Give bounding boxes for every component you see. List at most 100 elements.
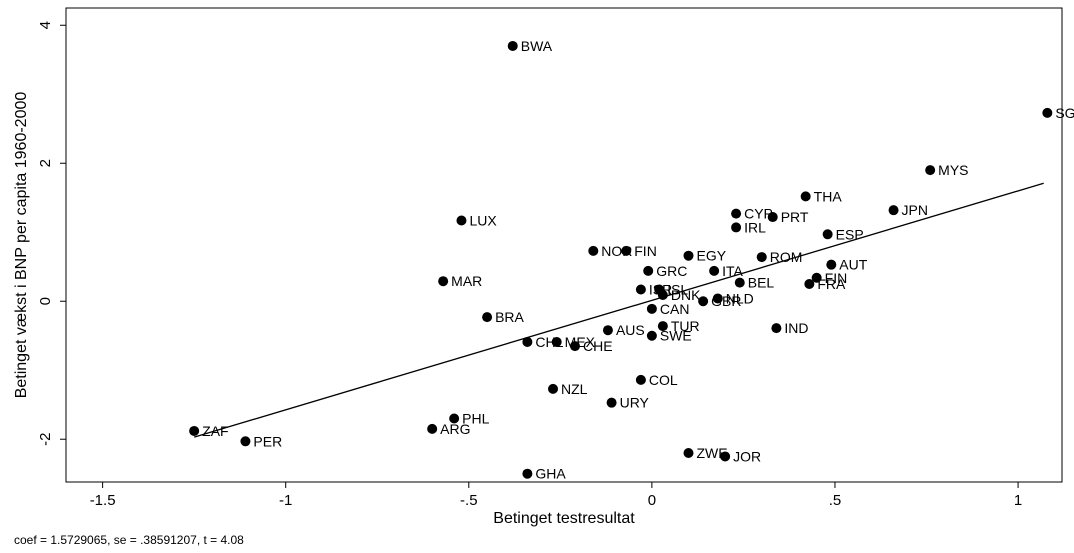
- data-point-chl: [522, 336, 533, 347]
- y-tick-label: 0: [37, 297, 54, 305]
- point-label-bel: BEL: [748, 275, 775, 291]
- y-tick-label: 4: [37, 21, 54, 29]
- point-label-zaf: ZAF: [202, 423, 228, 439]
- data-point-irl: [731, 222, 742, 233]
- point-label-tur: TUR: [671, 318, 700, 334]
- data-point-nld: [712, 293, 723, 304]
- data-point-can: [646, 303, 657, 314]
- x-tick-label: 0: [648, 492, 656, 509]
- x-tick-label: -1.5: [90, 492, 116, 509]
- point-label-gha: GHA: [535, 466, 566, 482]
- data-point-esp: [822, 229, 833, 240]
- point-label-dnk: DNK: [671, 287, 701, 303]
- data-point-aut: [826, 259, 837, 270]
- data-point-jpn: [888, 205, 899, 216]
- point-label-arg: ARG: [440, 421, 470, 437]
- point-label-cyp: CYP: [744, 206, 773, 222]
- point-label-esp: ESP: [836, 226, 864, 242]
- point-label-tha: THA: [814, 188, 843, 204]
- data-point-ita: [709, 265, 720, 276]
- data-point-arg: [427, 423, 438, 434]
- point-label-mys: MYS: [938, 162, 968, 178]
- x-axis: -1.5 -1 -.5 0 .5 1: [90, 482, 1022, 509]
- point-label-phl: PHL: [462, 411, 489, 427]
- data-point-nor: [588, 245, 599, 256]
- data-point-tur: [657, 321, 668, 332]
- point-label-fin: FIN: [634, 243, 657, 259]
- point-label-gbr: GBR: [711, 293, 741, 309]
- point-label-egy: EGY: [697, 248, 727, 264]
- point-label-ita: ITA: [722, 263, 743, 279]
- data-point-che: [569, 341, 580, 352]
- point-label-nzl: NZL: [561, 381, 588, 397]
- point-label-aut: AUT: [839, 257, 867, 273]
- data-point-jor: [720, 451, 731, 462]
- data-point-ind: [771, 323, 782, 334]
- point-label-can: CAN: [660, 301, 690, 317]
- x-tick-label: -1: [279, 492, 292, 509]
- point-label-fin: FIN: [825, 270, 848, 286]
- data-point-rom: [756, 252, 767, 263]
- data-point-cyp: [731, 208, 742, 219]
- data-point-mex: [551, 336, 562, 347]
- data-point-egy: [683, 250, 694, 261]
- point-label-jor: JOR: [733, 448, 761, 464]
- point-label-irl: IRL: [744, 219, 766, 235]
- data-point-mys: [925, 165, 936, 176]
- point-label-isl: ISL: [667, 282, 688, 298]
- data-point-lux: [456, 215, 467, 226]
- x-tick-label: 1: [1014, 492, 1022, 509]
- y-tick-label: -2: [37, 433, 54, 446]
- point-label-fra: FRA: [817, 276, 846, 292]
- point-label-col: COL: [649, 372, 678, 388]
- data-point-bra: [482, 312, 493, 323]
- data-point-nzl: [548, 383, 559, 394]
- point-label-zwe: ZWE: [697, 445, 728, 461]
- y-axis-title: Betinget vækst i BNP per capita 1960-200…: [13, 92, 30, 399]
- point-label-prt: PRT: [781, 209, 809, 225]
- data-point-prt: [767, 212, 778, 223]
- point-label-swe: SWE: [660, 328, 692, 344]
- data-point-sgp: [1042, 107, 1053, 118]
- y-axis: -2 0 2 4: [37, 21, 66, 446]
- point-label-grc: GRC: [656, 263, 687, 279]
- point-label-bra: BRA: [495, 309, 524, 325]
- point-label-ury: URY: [620, 395, 650, 411]
- data-points: BWASGPMYSTHAJPNCYPPRTLUXIRLESPNORFINEGYR…: [189, 38, 1074, 482]
- data-point-tha: [800, 191, 811, 202]
- point-label-rom: ROM: [770, 249, 803, 265]
- data-point-phl: [449, 413, 460, 424]
- data-point-fra: [804, 278, 815, 289]
- x-tick-label: -.5: [460, 492, 478, 509]
- point-label-jpn: JPN: [902, 202, 928, 218]
- data-point-ury: [606, 397, 617, 408]
- point-label-nld: NLD: [726, 290, 754, 306]
- point-label-lux: LUX: [469, 213, 497, 229]
- x-axis-title: Betinget testresultat: [493, 510, 635, 527]
- data-point-bwa: [507, 40, 518, 51]
- point-label-per: PER: [253, 433, 282, 449]
- data-point-gbr: [698, 296, 709, 307]
- data-point-fin: [811, 272, 822, 283]
- y-tick-label: 2: [37, 159, 54, 167]
- data-point-zaf: [189, 425, 200, 436]
- data-point-isr: [635, 284, 646, 295]
- regression-annotation: coef = 1.5729065, se = .38591207, t = 4.…: [14, 533, 244, 547]
- point-label-ind: IND: [784, 320, 808, 336]
- point-label-aus: AUS: [616, 322, 645, 338]
- x-tick-label: .5: [829, 492, 842, 509]
- point-label-bwa: BWA: [521, 38, 553, 54]
- point-label-che: CHE: [583, 338, 613, 354]
- data-point-per: [240, 436, 251, 447]
- data-point-dnk: [657, 290, 668, 301]
- fit-line: [193, 182, 1044, 438]
- plot-frame: [65, 7, 1063, 483]
- point-label-mar: MAR: [451, 273, 482, 289]
- data-point-col: [635, 374, 646, 385]
- point-label-sgp: SGP: [1055, 105, 1074, 121]
- data-point-bel: [734, 277, 745, 288]
- data-point-gha: [522, 468, 533, 479]
- data-point-zwe: [683, 448, 694, 459]
- data-point-grc: [643, 265, 654, 276]
